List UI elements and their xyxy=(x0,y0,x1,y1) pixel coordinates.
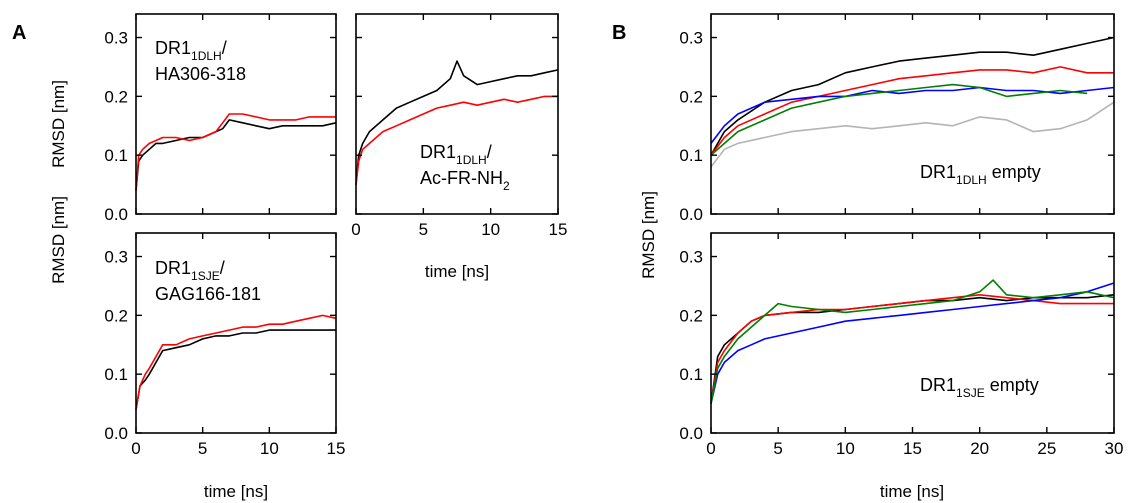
x-tick-label: 5 xyxy=(773,439,782,458)
annotation-line2: GAG166-181 xyxy=(155,284,261,304)
x-axis-label: time [ns] xyxy=(425,262,489,281)
annotation-line2: HA306-318 xyxy=(155,64,246,84)
series-line-red xyxy=(355,95,558,185)
y-tick-label: 0.0 xyxy=(679,205,703,224)
x-tick-label: 10 xyxy=(836,439,855,458)
annotation-suffix: empty xyxy=(987,162,1041,182)
panel-letter-b: B xyxy=(612,22,626,44)
panel-annotation-line2: HA306-318 xyxy=(155,64,246,84)
annotation-subscript: 1SJE xyxy=(956,386,985,400)
series-line-black xyxy=(710,36,1115,156)
y-tick-label: 0.1 xyxy=(679,365,703,384)
annotation-main: DR1 xyxy=(920,162,956,182)
x-axis-label: time [ns] xyxy=(880,482,944,501)
series-line-black xyxy=(710,294,1115,404)
y-tick-label: 0.2 xyxy=(679,306,703,325)
panel-b1-plot: 0.0 0.1 0.2 0.3 RMSD [nm] DR11DLH empty xyxy=(639,13,1115,279)
y-tick-label: 0.2 xyxy=(104,87,128,106)
series-line-black xyxy=(355,60,559,185)
series-line-green xyxy=(710,279,1115,404)
annotation-line2-subscript: 2 xyxy=(503,179,510,193)
panel-annotation: DR11SJE empty xyxy=(920,375,1039,400)
y-axis-label: RMSD [nm] xyxy=(639,191,658,279)
panel-annotation-line2: Ac-FR-NH2 xyxy=(420,168,510,193)
series-line-red xyxy=(135,314,337,410)
annotation-subscript: 1SJE xyxy=(191,269,220,283)
series-line-red xyxy=(710,66,1114,156)
y-tick-label: 0.2 xyxy=(104,306,128,325)
annotation-main: DR1 xyxy=(920,375,956,395)
x-tick-label: 10 xyxy=(481,220,500,239)
y-tick-label: 0.0 xyxy=(679,424,703,443)
series-line-blue xyxy=(710,282,1115,404)
y-tick-label: 0.2 xyxy=(679,87,703,106)
x-axis-label: time [ns] xyxy=(204,482,268,501)
plot-frame xyxy=(355,13,559,215)
series-line-red xyxy=(135,113,336,191)
y-tick-label: 0.3 xyxy=(104,248,128,267)
panel-annotation-line2: GAG166-181 xyxy=(155,284,261,304)
series-line-black xyxy=(135,329,336,410)
plot-frame xyxy=(135,13,337,215)
x-tick-label: 0 xyxy=(351,220,360,239)
y-tick-label: 0.0 xyxy=(104,424,128,443)
x-tick-label: 25 xyxy=(1037,439,1056,458)
series-line-gray xyxy=(710,101,1115,168)
series-line-blue xyxy=(710,86,1115,144)
y-tick-label: 0.3 xyxy=(679,248,703,267)
plot-frame xyxy=(135,232,337,434)
annotation-main: DR1 xyxy=(420,142,456,162)
y-tick-label: 0.3 xyxy=(104,29,128,48)
annotation-line2: Ac-FR-NH xyxy=(420,168,503,188)
x-tick-label: 15 xyxy=(549,220,568,239)
x-tick-label: 0 xyxy=(131,439,140,458)
y-tick-label: 0.0 xyxy=(104,205,128,224)
x-tick-label: 5 xyxy=(419,220,428,239)
annotation-subscript: 1DLH xyxy=(191,49,222,63)
x-tick-label: 5 xyxy=(198,439,207,458)
panel-annotation: DR11DLH/ xyxy=(420,142,492,167)
annotation-suffix: / xyxy=(222,38,227,58)
plot-frame xyxy=(710,13,1115,215)
panel-a3-plot: 0 5 10 15 0.0 0.1 0.2 0.3 time [ns] RMSD [nm] DR11… xyxy=(49,196,345,501)
y-axis-label: RMSD [nm] xyxy=(49,80,68,168)
x-tick-label: 15 xyxy=(327,439,346,458)
plot-frame xyxy=(710,232,1115,434)
y-tick-label: 0.1 xyxy=(104,365,128,384)
x-tick-label: 10 xyxy=(260,439,279,458)
annotation-suffix: empty xyxy=(985,375,1039,395)
panel-annotation: DR11SJE/ xyxy=(155,258,225,283)
panel-b2-plot: 0 5 10 15 20 25 30 0.0 0.1 0.2 0.3 time [ns] DR11SJE… xyxy=(679,232,1124,501)
series-line-black xyxy=(135,119,337,191)
series-line-red xyxy=(710,293,1114,404)
x-tick-label: 20 xyxy=(970,439,989,458)
annotation-main: DR1 xyxy=(155,258,191,278)
annotation-subscript: 1DLH xyxy=(456,153,487,167)
y-axis-label: RMSD [nm] xyxy=(49,196,68,284)
x-tick-label: 0 xyxy=(706,439,715,458)
annotation-suffix: / xyxy=(487,142,492,162)
annotation-subscript: 1DLH xyxy=(956,173,987,187)
annotation-main: DR1 xyxy=(155,38,191,58)
panel-annotation: DR11DLH empty xyxy=(920,162,1041,187)
annotation-suffix: / xyxy=(220,258,225,278)
x-tick-label: 30 xyxy=(1105,439,1124,458)
panel-letter-a: A xyxy=(12,22,26,44)
y-tick-label: 0.3 xyxy=(679,29,703,48)
panel-annotation: DR11DLH/ xyxy=(155,38,227,63)
y-tick-label: 0.1 xyxy=(679,146,703,165)
x-tick-label: 15 xyxy=(903,439,922,458)
series-line-green xyxy=(710,83,1088,156)
y-tick-label: 0.1 xyxy=(104,146,128,165)
